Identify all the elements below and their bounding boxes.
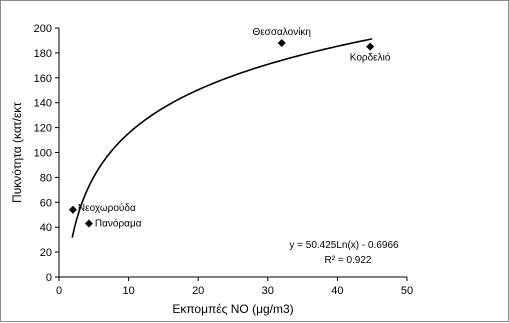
data-point-label: Νεοχωρούδα — [78, 202, 136, 214]
y-tick-label: 60 — [40, 197, 52, 209]
y-tick-label: 200 — [34, 23, 52, 35]
y-tick-label: 140 — [34, 98, 52, 110]
data-point — [366, 42, 375, 51]
y-axis-title: Πυκνότητα (κατ/εκτ — [10, 102, 24, 203]
x-axis-title: Εκπομπές NO (μg/m3) — [172, 302, 293, 316]
r-squared-label: R² = 0.922 — [325, 255, 372, 266]
x-ticks: 0 10 20 30 40 50 — [56, 277, 413, 297]
y-tick-label: 100 — [34, 148, 52, 160]
y-tick-label: 80 — [40, 172, 52, 184]
data-point-label: Κορδελιό — [350, 52, 391, 64]
y-tick-label: 120 — [34, 123, 52, 135]
x-tick-label: 30 — [262, 285, 274, 297]
x-tick-label: 50 — [401, 285, 413, 297]
data-point-label: Θεσσαλονίκη — [252, 26, 311, 38]
equation-label: y = 50.425Ln(x) - 0.6966 — [289, 240, 399, 251]
trendline — [71, 38, 373, 238]
x-tick-label: 0 — [56, 285, 62, 297]
data-point — [68, 205, 77, 214]
y-tick-label: 0 — [46, 272, 52, 284]
y-tick-label: 40 — [40, 222, 52, 234]
y-ticks: 0 20 40 60 80 100 120 140 160 180 200 — [34, 23, 59, 284]
data-point — [84, 219, 93, 228]
data-points: Νεοχωρούδα Πανόραμα Θεσσαλονίκη Κορδελιό — [68, 26, 391, 229]
x-tick-label: 10 — [122, 285, 134, 297]
y-tick-label: 20 — [40, 247, 52, 259]
data-point — [277, 38, 286, 47]
y-tick-label: 180 — [34, 48, 52, 60]
y-tick-label: 160 — [34, 73, 52, 85]
x-tick-label: 20 — [192, 285, 204, 297]
x-tick-label: 40 — [331, 285, 343, 297]
data-point-label: Πανόραμα — [95, 217, 142, 229]
